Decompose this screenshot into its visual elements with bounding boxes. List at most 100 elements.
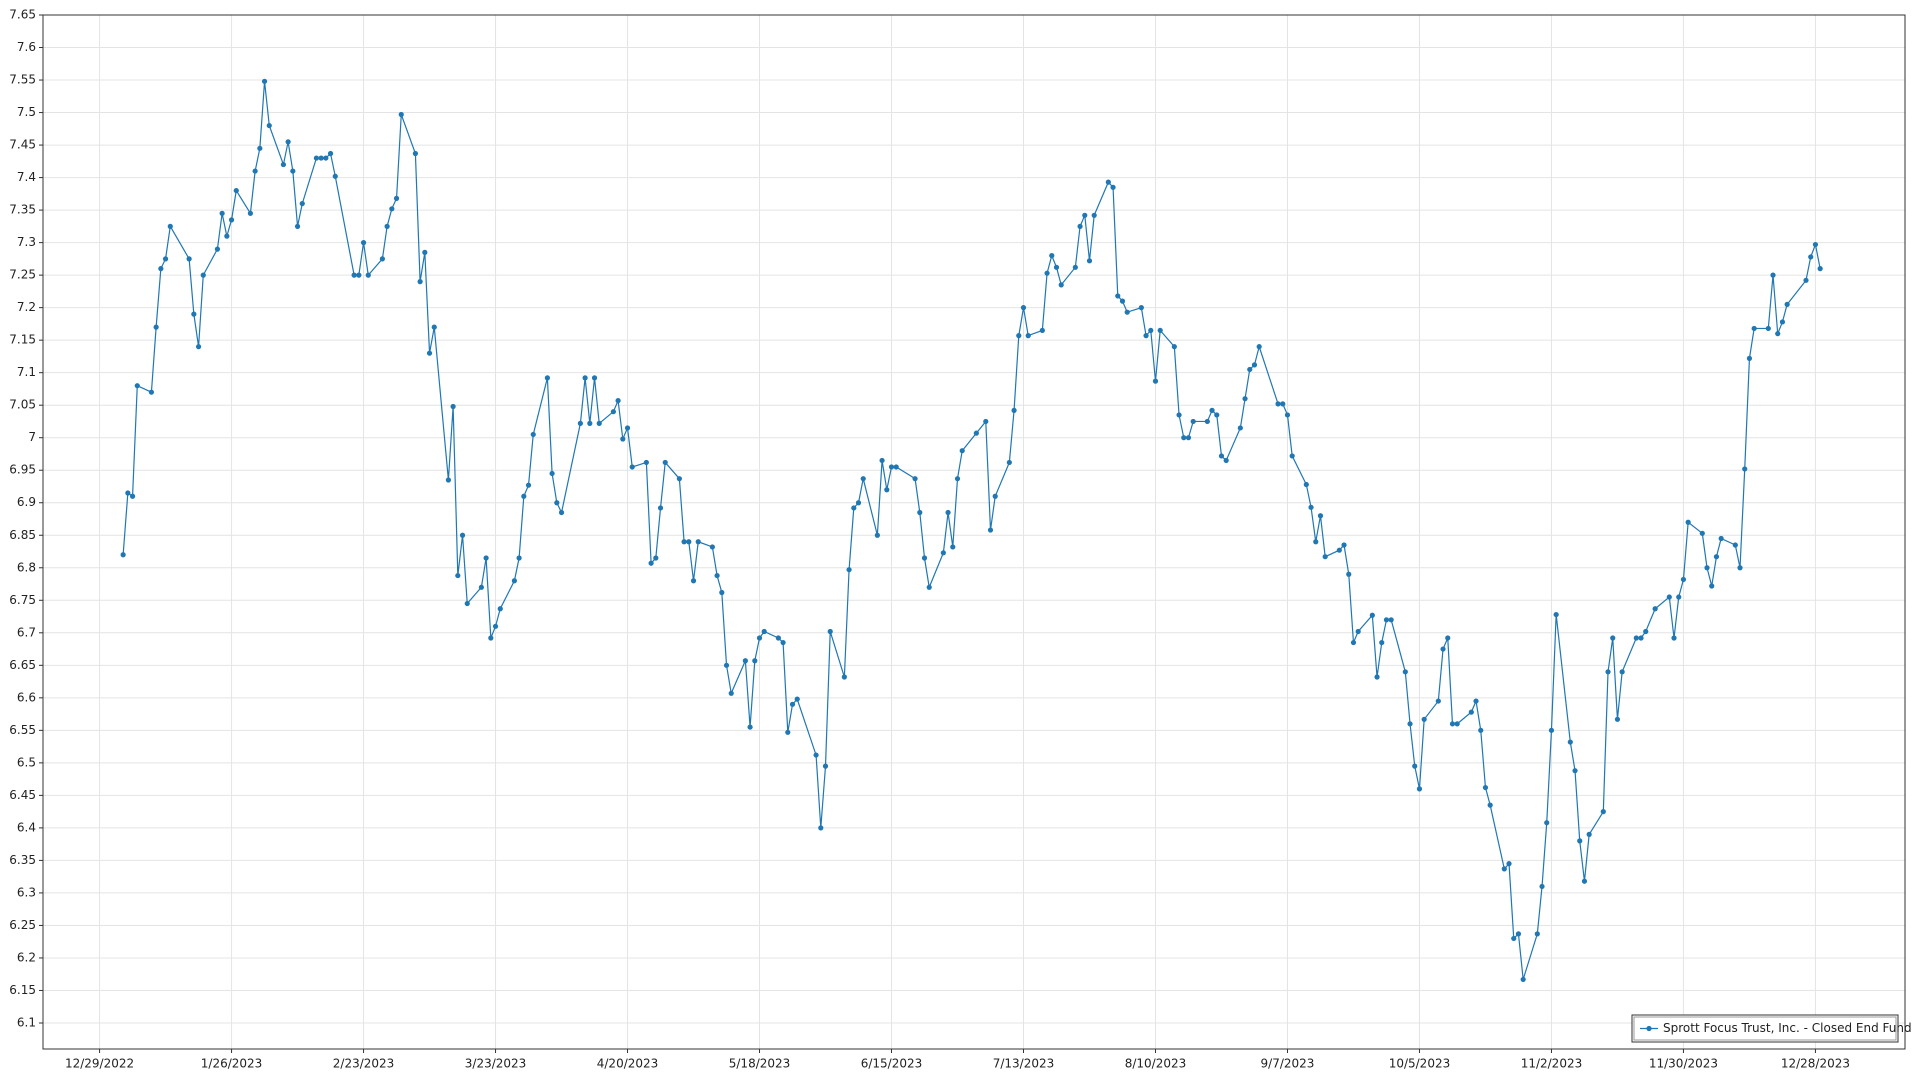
y-tick-label: 6.85 [9,528,36,542]
data-point [393,195,400,201]
data-point [478,584,484,590]
data-point [186,256,192,262]
data-point [1572,768,1578,774]
data-point [1256,344,1262,350]
y-tick-label: 6.15 [9,983,36,997]
data-point [431,324,437,330]
data-point [488,635,494,641]
data-point [1110,184,1116,190]
data-point [1553,611,1559,618]
data-point [1812,241,1819,248]
data-point [1341,542,1347,548]
legend: Sprott Focus Trust, Inc. - Closed End Fu… [1631,1014,1912,1043]
data-point [1742,466,1748,472]
series-line [122,81,1821,980]
data-point [1171,344,1177,350]
data-point [459,532,466,538]
data-point [1020,305,1027,311]
data-point [1209,407,1215,413]
data-point [624,425,631,431]
data-point [1577,838,1583,844]
y-tick-label: 6.5 [17,755,36,769]
data-point [1049,253,1055,259]
data-point [719,589,725,596]
data-point [1247,366,1253,373]
data-point [742,658,748,664]
data-point [290,168,296,174]
data-point [587,420,593,426]
data-point [681,539,687,545]
data-point [884,487,890,493]
data-point [1610,635,1616,641]
data-point [1454,721,1460,727]
data-point [1746,355,1753,361]
data-point [888,464,895,470]
y-tick-label: 7.2 [17,300,36,314]
data-point [1676,594,1682,600]
data-point [1421,716,1427,722]
data-point [893,464,899,470]
x-tick-label: 4/20/2023 [597,1057,659,1071]
data-point [497,606,503,612]
data-point [1016,333,1022,339]
data-point [756,635,763,641]
data-point [219,210,225,216]
data-point [120,552,126,558]
data-point [926,584,932,590]
y-tick-label: 6.65 [9,658,36,672]
data-point [1148,327,1154,334]
data-point [1289,453,1295,459]
legend-marker [1646,1025,1652,1032]
data-point [1548,727,1555,733]
data-point [1784,301,1790,307]
data-point [521,493,527,499]
data-point [1468,709,1474,715]
data-point [1619,669,1625,675]
data-point [855,500,862,506]
data-point [648,560,654,566]
data-point [1242,396,1248,402]
data-point [1251,362,1258,368]
y-tick-label: 7.05 [9,398,36,412]
y-tick-label: 7.4 [17,170,36,184]
data-point [1379,639,1385,646]
y-tick-label: 6.3 [17,885,36,899]
data-point [492,623,499,629]
data-point [1185,435,1192,441]
data-point [1237,425,1243,431]
data-point [412,150,418,157]
data-point [1350,639,1357,646]
data-point [129,493,136,499]
data-point [1779,319,1786,325]
data-point [785,729,791,735]
data-point [676,476,682,482]
data-point [1643,628,1649,635]
data-point [1633,635,1639,641]
data-point [1652,606,1658,612]
x-tick-label: 6/15/2023 [861,1057,923,1071]
data-point [1699,530,1705,536]
data-point [1435,698,1441,704]
data-point [148,389,155,395]
data-point [1025,333,1031,339]
data-point [728,690,734,696]
y-tick-label: 6.8 [17,560,36,574]
data-point [577,420,583,426]
data-point [351,272,357,278]
data-point [384,223,390,229]
data-point [921,555,928,561]
data-point [945,509,951,516]
data-point [1581,878,1588,884]
data-point [987,527,994,533]
data-point [695,539,701,545]
data-point [813,752,819,758]
data-point [879,457,885,464]
data-point [167,223,173,229]
data-point [709,544,715,550]
data-point [294,223,301,229]
data-point [360,240,367,246]
data-point [959,448,965,454]
data-point [643,459,649,466]
data-point [1284,412,1291,418]
